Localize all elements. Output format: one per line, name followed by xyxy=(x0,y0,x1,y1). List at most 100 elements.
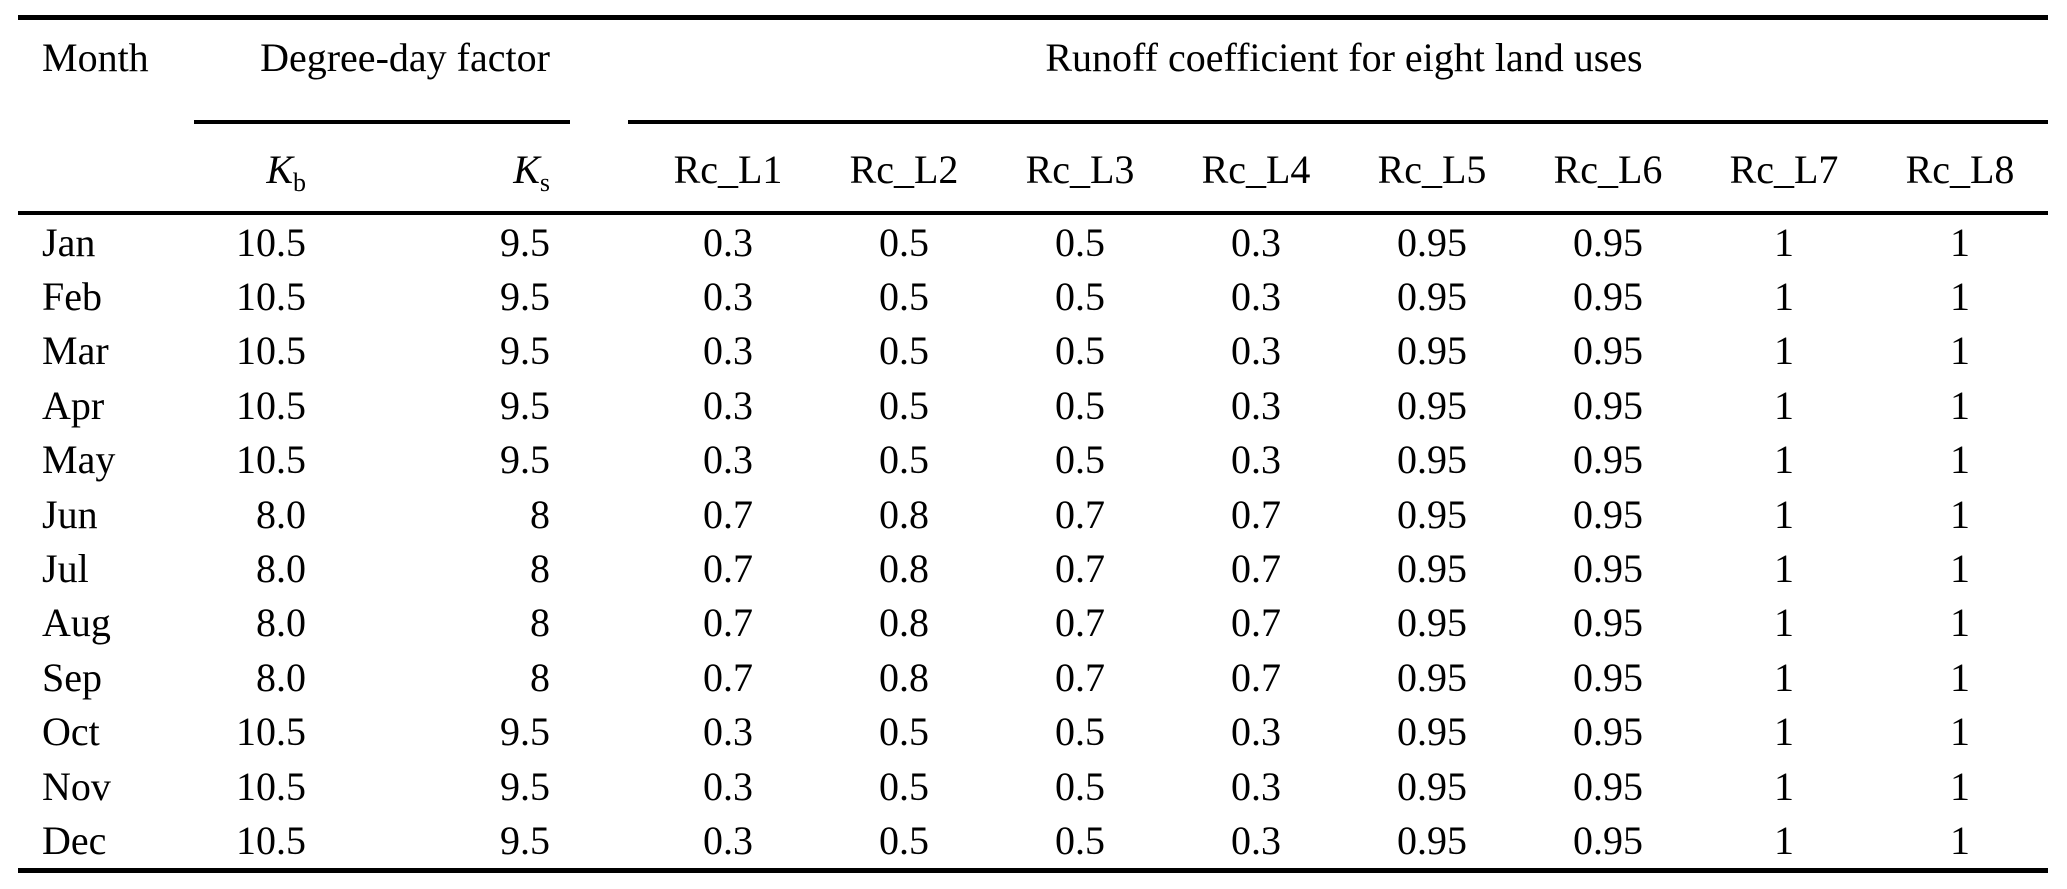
value-cell: 0.95 xyxy=(1573,219,1643,265)
value-cell: 0.95 xyxy=(1573,709,1643,755)
table-header: Month Degree-day factor Runoff coefficie… xyxy=(18,17,2048,215)
month-cell: Jul xyxy=(42,546,89,592)
value-cell: 1 xyxy=(1774,219,1794,265)
value-cell: 10.5 xyxy=(236,274,306,320)
value-cell: 0.95 xyxy=(1397,437,1467,483)
col-header-rc-l4: Rc_L4 xyxy=(1168,124,1344,215)
col-header-rc-l8: Rc_L8 xyxy=(1872,124,2048,215)
value-cell: 0.7 xyxy=(1231,546,1281,592)
col-header-rc-l5: Rc_L5 xyxy=(1344,124,1520,215)
value-cell: 0.3 xyxy=(703,763,753,809)
value-cell: 0.3 xyxy=(703,274,753,320)
value-cell: 8.0 xyxy=(256,546,306,592)
value-cell: 0.7 xyxy=(703,654,753,700)
parameter-table: Month Degree-day factor Runoff coefficie… xyxy=(18,15,2048,873)
kb-symbol: K xyxy=(266,147,293,192)
table-row: Apr 10.5 9.5 0.3 0.5 0.5 0.3 0.95 0.95 1 1 xyxy=(18,378,2048,432)
value-cell: 0.8 xyxy=(879,654,929,700)
value-cell: 0.95 xyxy=(1573,817,1643,863)
value-cell: 0.5 xyxy=(879,382,929,428)
value-cell: 9.5 xyxy=(500,763,550,809)
value-cell: 0.95 xyxy=(1573,437,1643,483)
group-header-row: Month Degree-day factor Runoff coefficie… xyxy=(18,17,2048,215)
value-cell: 1 xyxy=(1950,491,1970,537)
table-row: Aug 8.0 8 0.7 0.8 0.7 0.7 0.95 0.95 1 1 xyxy=(18,596,2048,650)
value-cell: 0.95 xyxy=(1573,382,1643,428)
sub-header-row: Kb Ks Rc_L1 Rc_L2 Rc_L3 Rc_L4 Rc_L5 Rc_L… xyxy=(18,124,2048,215)
value-cell: 10.5 xyxy=(236,817,306,863)
value-cell: 0.95 xyxy=(1573,763,1643,809)
month-cell: Aug xyxy=(42,600,111,646)
value-cell: 0.95 xyxy=(1397,274,1467,320)
value-cell: 10.5 xyxy=(236,382,306,428)
value-cell: 0.3 xyxy=(1231,437,1281,483)
table-row: Jan 10.5 9.5 0.3 0.5 0.5 0.3 0.95 0.95 1 1 xyxy=(18,213,2048,269)
table-row: Nov 10.5 9.5 0.3 0.5 0.5 0.3 0.95 0.95 1 1 xyxy=(18,759,2048,813)
value-cell: 1 xyxy=(1950,328,1970,374)
value-cell: 10.5 xyxy=(236,763,306,809)
month-cell: Dec xyxy=(42,817,107,863)
value-cell: 8 xyxy=(530,600,550,646)
value-cell: 0.95 xyxy=(1573,600,1643,646)
col-header-rc-l1: Rc_L1 xyxy=(640,124,816,215)
value-cell: 1 xyxy=(1950,219,1970,265)
month-cell: May xyxy=(42,437,116,483)
value-cell: 0.3 xyxy=(703,382,753,428)
col-group-runoff-coefficient: Runoff coefficient for eight land uses xyxy=(628,18,2048,125)
value-cell: 0.7 xyxy=(1231,600,1281,646)
value-cell: 0.7 xyxy=(1055,600,1105,646)
value-cell: 0.95 xyxy=(1397,546,1467,592)
value-cell: 0.5 xyxy=(879,709,929,755)
value-cell: 0.3 xyxy=(1231,219,1281,265)
value-cell: 9.5 xyxy=(500,274,550,320)
value-cell: 0.3 xyxy=(703,709,753,755)
col-header-month: Month xyxy=(18,17,170,215)
value-cell: 0.7 xyxy=(1231,654,1281,700)
value-cell: 0.95 xyxy=(1397,382,1467,428)
col-header-rc-l7: Rc_L7 xyxy=(1696,124,1872,215)
value-cell: 0.8 xyxy=(879,600,929,646)
value-cell: 0.3 xyxy=(703,437,753,483)
value-cell: 1 xyxy=(1950,274,1970,320)
value-cell: 10.5 xyxy=(236,437,306,483)
value-cell: 0.3 xyxy=(1231,763,1281,809)
value-cell: 0.5 xyxy=(1055,219,1105,265)
value-cell: 0.5 xyxy=(1055,817,1105,863)
value-cell: 9.5 xyxy=(500,219,550,265)
value-cell: 0.5 xyxy=(879,763,929,809)
value-cell: 0.3 xyxy=(1231,328,1281,374)
value-cell: 1 xyxy=(1774,817,1794,863)
table-row: Sep 8.0 8 0.7 0.8 0.7 0.7 0.95 0.95 1 1 xyxy=(18,650,2048,704)
value-cell: 8 xyxy=(530,654,550,700)
table-row: Jul 8.0 8 0.7 0.8 0.7 0.7 0.95 0.95 1 1 xyxy=(18,541,2048,595)
value-cell: 10.5 xyxy=(236,219,306,265)
table-row: Oct 10.5 9.5 0.3 0.5 0.5 0.3 0.95 0.95 1 1 xyxy=(18,705,2048,759)
value-cell: 1 xyxy=(1950,654,1970,700)
value-cell: 0.8 xyxy=(879,491,929,537)
value-cell: 1 xyxy=(1774,382,1794,428)
value-cell: 0.95 xyxy=(1397,654,1467,700)
value-cell: 9.5 xyxy=(500,709,550,755)
value-cell: 1 xyxy=(1774,709,1794,755)
value-cell: 1 xyxy=(1774,546,1794,592)
value-cell: 0.5 xyxy=(879,328,929,374)
value-cell: 0.95 xyxy=(1573,274,1643,320)
value-cell: 1 xyxy=(1950,600,1970,646)
table-body: Jan 10.5 9.5 0.3 0.5 0.5 0.3 0.95 0.95 1 1 Feb 10.5 9… xyxy=(18,213,2048,870)
value-cell: 10.5 xyxy=(236,328,306,374)
value-cell: 9.5 xyxy=(500,437,550,483)
value-cell: 0.5 xyxy=(879,274,929,320)
ks-subscript: s xyxy=(539,168,550,197)
month-cell: Sep xyxy=(42,654,102,700)
month-cell: Nov xyxy=(42,763,111,809)
value-cell: 0.7 xyxy=(1055,654,1105,700)
table-row: May 10.5 9.5 0.3 0.5 0.5 0.3 0.95 0.95 1 1 xyxy=(18,433,2048,487)
value-cell: 0.7 xyxy=(1231,491,1281,537)
value-cell: 0.3 xyxy=(703,328,753,374)
value-cell: 0.3 xyxy=(1231,817,1281,863)
month-cell: Jun xyxy=(42,491,98,537)
value-cell: 8.0 xyxy=(256,654,306,700)
ks-symbol: K xyxy=(513,147,540,192)
month-cell: Mar xyxy=(42,328,109,374)
value-cell: 0.5 xyxy=(1055,382,1105,428)
